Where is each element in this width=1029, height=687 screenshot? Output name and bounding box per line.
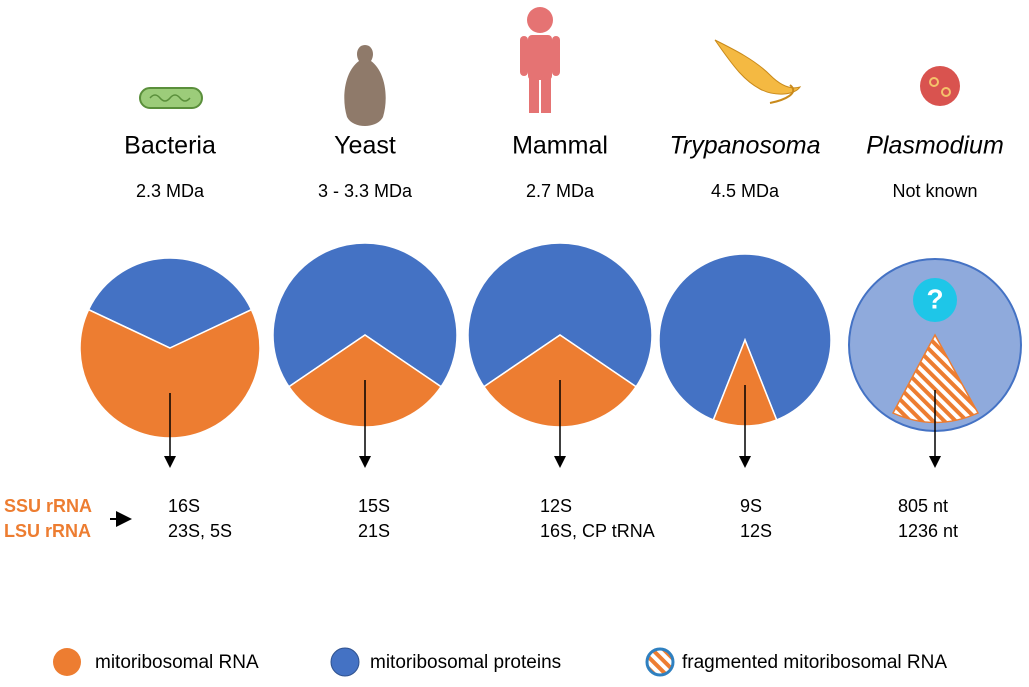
protein-slice [272, 242, 458, 388]
ssu-rrna: 15S [358, 496, 390, 516]
organism-name: Mammal [512, 132, 608, 160]
legend-label: mitoribosomal RNA [95, 652, 259, 673]
legend-swatch [53, 648, 81, 676]
legend-swatch [330, 647, 360, 677]
organism-mass: 4.5 MDa [711, 181, 780, 201]
protein-slice [467, 242, 653, 388]
legend-swatch [645, 647, 675, 677]
ssu-rrna: 16S [168, 496, 200, 516]
unknown-pie: ? [848, 258, 1022, 432]
row-label: LSU rRNA [4, 521, 91, 541]
organism-name: Yeast [334, 132, 396, 160]
organism-name: Trypanosoma [670, 132, 821, 160]
icons [139, 7, 960, 126]
organism-name: Bacteria [124, 132, 216, 160]
protein-slice [658, 253, 832, 421]
lsu-rrna: 1236 nt [898, 521, 958, 541]
lsu-rrna: 21S [358, 521, 390, 541]
lsu-rrna: 16S, CP tRNA [540, 521, 655, 541]
legend-label: fragmented mitoribosomal RNA [682, 652, 947, 673]
svg-text:?: ? [926, 283, 943, 314]
row-label: SSU rRNA [4, 496, 92, 516]
organism-mass: 2.7 MDa [526, 181, 595, 201]
organism-name: Plasmodium [866, 132, 1004, 160]
organism-mass: 3 - 3.3 MDa [318, 181, 413, 201]
legend-label: mitoribosomal proteins [370, 652, 561, 673]
lsu-rrna: 12S [740, 521, 772, 541]
protein-slice [87, 257, 253, 349]
ssu-rrna: 9S [740, 496, 762, 516]
organism-mass: 2.3 MDa [136, 181, 205, 201]
organism-mass: Not known [892, 181, 977, 201]
ssu-rrna: 12S [540, 496, 572, 516]
lsu-rrna: 23S, 5S [168, 521, 232, 541]
ssu-rrna: 805 nt [898, 496, 948, 516]
